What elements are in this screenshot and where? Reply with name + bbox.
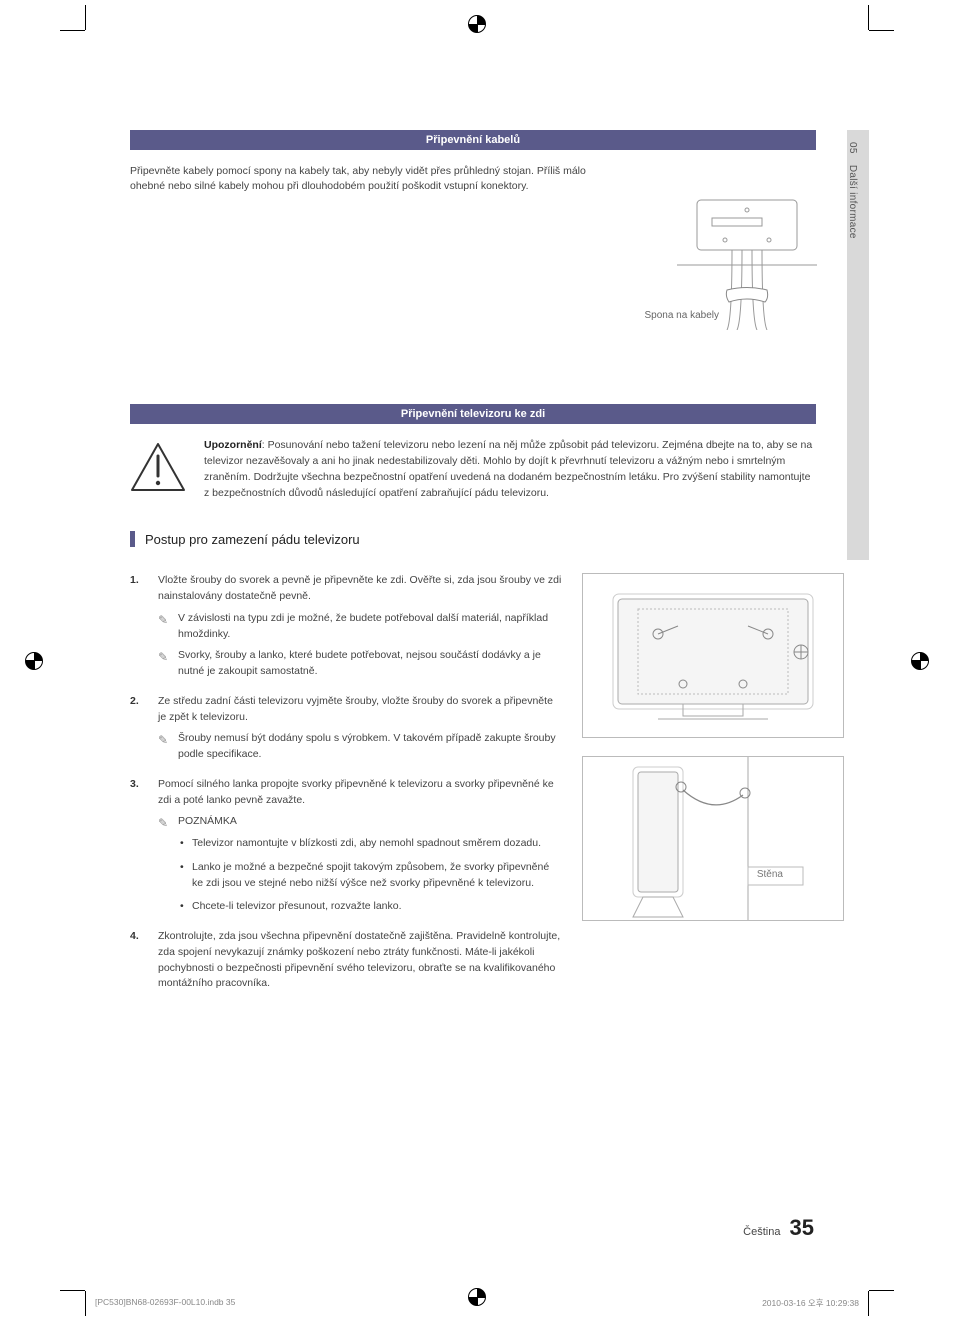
caution-block: Upozornění: Posunování nebo tažení telev… <box>130 438 816 501</box>
tv-wall-tether-illustration: Stěna <box>582 756 844 921</box>
step-3-bullet-3: Chcete-li televizor přesunout, rozvažte … <box>178 899 562 915</box>
caution-text: Upozornění: Posunování nebo tažení telev… <box>204 438 816 501</box>
cable-tie-label: Spona na kabely <box>644 310 719 321</box>
section-side-tab: 05 Další informace <box>847 130 869 560</box>
step-3-bullet-2: Lanko je možné a bezpečné spojit takovým… <box>178 860 562 892</box>
section-header-wallmount: Připevnění televizoru ke zdi <box>130 404 816 424</box>
crop-mark <box>60 30 85 31</box>
cable-tie-illustration <box>677 170 817 333</box>
step-1: Vložte šrouby do svorek a pevně je připe… <box>130 573 562 680</box>
step-1-note-2: Svorky, šrouby a lanko, které budete pot… <box>158 648 562 680</box>
tv-back-illustration <box>582 573 844 738</box>
crop-mark <box>868 5 869 30</box>
steps-column: Vložte šrouby do svorek a pevně je připe… <box>130 573 562 1006</box>
step-4: Zkontrolujte, zda jsou všechna připevněn… <box>130 929 562 992</box>
side-tab-label: Další informace <box>847 165 858 239</box>
crop-mark <box>85 1291 86 1316</box>
page-body: 05 Další informace Připevnění kabelů Při… <box>85 30 869 1291</box>
step-1-text: Vložte šrouby do svorek a pevně je připe… <box>158 574 561 602</box>
crop-mark <box>85 5 86 30</box>
cables-intro-text: Připevněte kabely pomocí spony na kabely… <box>130 164 610 194</box>
step-2-note-1: Šrouby nemusí být dodány spolu s výrobke… <box>158 731 562 763</box>
footer-language: Čeština <box>743 1226 780 1238</box>
step-3-text: Pomocí silného lanka propojte svorky při… <box>158 778 554 806</box>
registration-mark-icon <box>25 652 43 670</box>
page-number: 35 <box>790 1215 814 1240</box>
section-header-cables: Připevnění kabelů <box>130 130 816 150</box>
page-footer: Čeština 35 <box>743 1215 814 1241</box>
step-2: Ze středu zadní části televizoru vyjměte… <box>130 694 562 763</box>
illustration-column: Stěna <box>582 573 844 1006</box>
step-2-text: Ze středu zadní části televizoru vyjměte… <box>158 695 553 723</box>
step-4-text: Zkontrolujte, zda jsou všechna připevněn… <box>158 930 560 989</box>
subsection-marker-icon <box>130 531 135 547</box>
crop-mark <box>60 1290 85 1291</box>
crop-mark <box>868 1291 869 1316</box>
subsection-header: Postup pro zamezení pádu televizoru <box>130 531 844 547</box>
print-timestamp: 2010-03-16 오후 10:29:38 <box>762 1297 859 1309</box>
side-tab-text: 05 Další informace <box>847 130 862 239</box>
step-3: Pomocí silného lanka propojte svorky při… <box>130 777 562 915</box>
caution-body: : Posunování nebo tažení televizoru nebo… <box>204 439 812 498</box>
step-1-note-1: V závislosti na typu zdi je možné, že bu… <box>158 611 562 643</box>
crop-mark <box>869 1290 894 1291</box>
caution-label: Upozornění <box>204 439 262 451</box>
crop-mark <box>869 30 894 31</box>
print-file-name: [PC530]BN68-02693F-00L10.indb 35 <box>95 1297 235 1309</box>
registration-mark-icon <box>911 652 929 670</box>
step-3-note-header: POZNÁMKA <box>158 814 562 830</box>
step-3-bullet-1: Televizor namontujte v blízkosti zdi, ab… <box>178 836 562 852</box>
print-metadata-footer: [PC530]BN68-02693F-00L10.indb 35 2010-03… <box>95 1297 859 1309</box>
side-tab-number: 05 <box>847 142 858 154</box>
wall-label: Stěna <box>757 869 783 880</box>
subsection-title: Postup pro zamezení pádu televizoru <box>145 532 360 547</box>
caution-icon <box>130 442 186 492</box>
